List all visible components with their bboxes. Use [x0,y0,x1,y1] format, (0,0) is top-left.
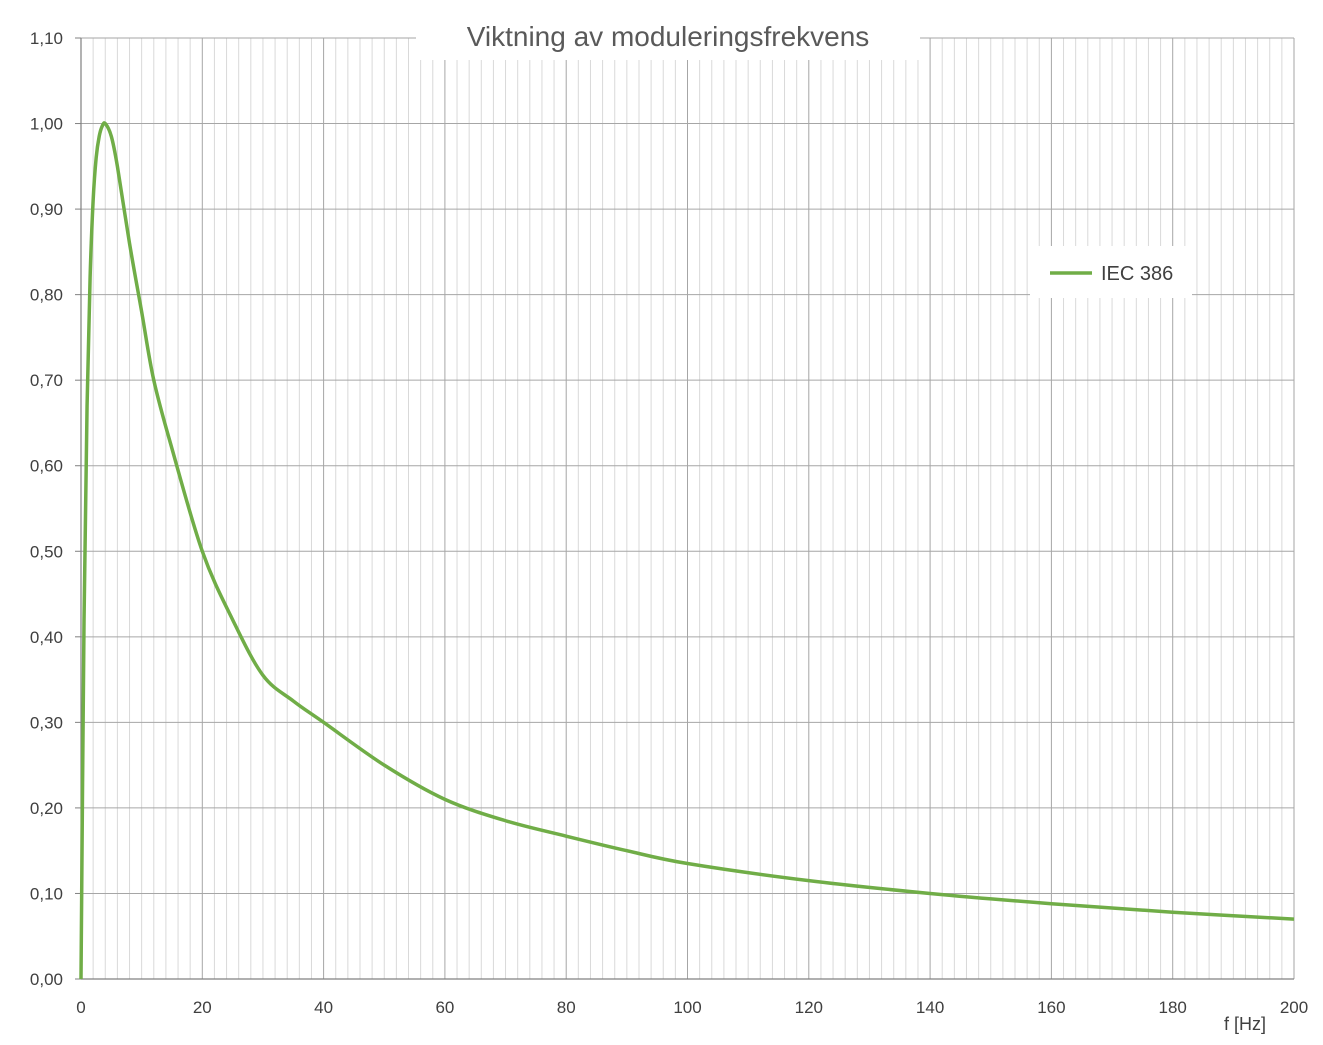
y-tick-label: 0,20 [30,799,63,818]
x-tick-label: 200 [1280,998,1308,1017]
chart-title: Viktning av moduleringsfrekvens [467,21,870,52]
y-tick-label: 0,50 [30,542,63,561]
y-tick-label: 0,90 [30,200,63,219]
x-tick-label: 20 [193,998,212,1017]
x-tick-label: 180 [1159,998,1187,1017]
x-axis-label: f [Hz] [1224,1014,1266,1034]
tick-labels: 0 20 40 60 80 100 120 140 160 180 200 0,00 0,10 0,20 0… [30,29,1308,1017]
legend: IEC 386 [1030,246,1192,298]
y-tick-label: 0,40 [30,628,63,647]
x-tick-label: 140 [916,998,944,1017]
x-tick-label: 0 [76,998,85,1017]
x-tick-label: 40 [314,998,333,1017]
y-tick-label: 0,10 [30,884,63,903]
series-layer [79,121,1295,980]
title-background [416,14,920,60]
y-tick-label: 0,00 [30,970,63,989]
x-tick-label: 160 [1037,998,1065,1017]
y-tick-label: 0,70 [30,371,63,390]
legend-label-iec-386: IEC 386 [1101,263,1173,285]
series-line-iec-386 [79,121,1295,980]
axes [75,37,1294,980]
y-tick-label: 1,10 [30,29,63,48]
y-tick-label: 1,00 [30,115,63,134]
major-gridlines [81,37,1295,979]
x-tick-label: 120 [795,998,823,1017]
x-tick-label: 60 [435,998,454,1017]
minor-gridlines [92,38,1283,979]
x-tick-label: 100 [673,998,701,1017]
y-tick-label: 0,30 [30,713,63,732]
y-tick-label: 0,80 [30,286,63,305]
y-tick-label: 0,60 [30,457,63,476]
x-tick-label: 80 [557,998,576,1017]
